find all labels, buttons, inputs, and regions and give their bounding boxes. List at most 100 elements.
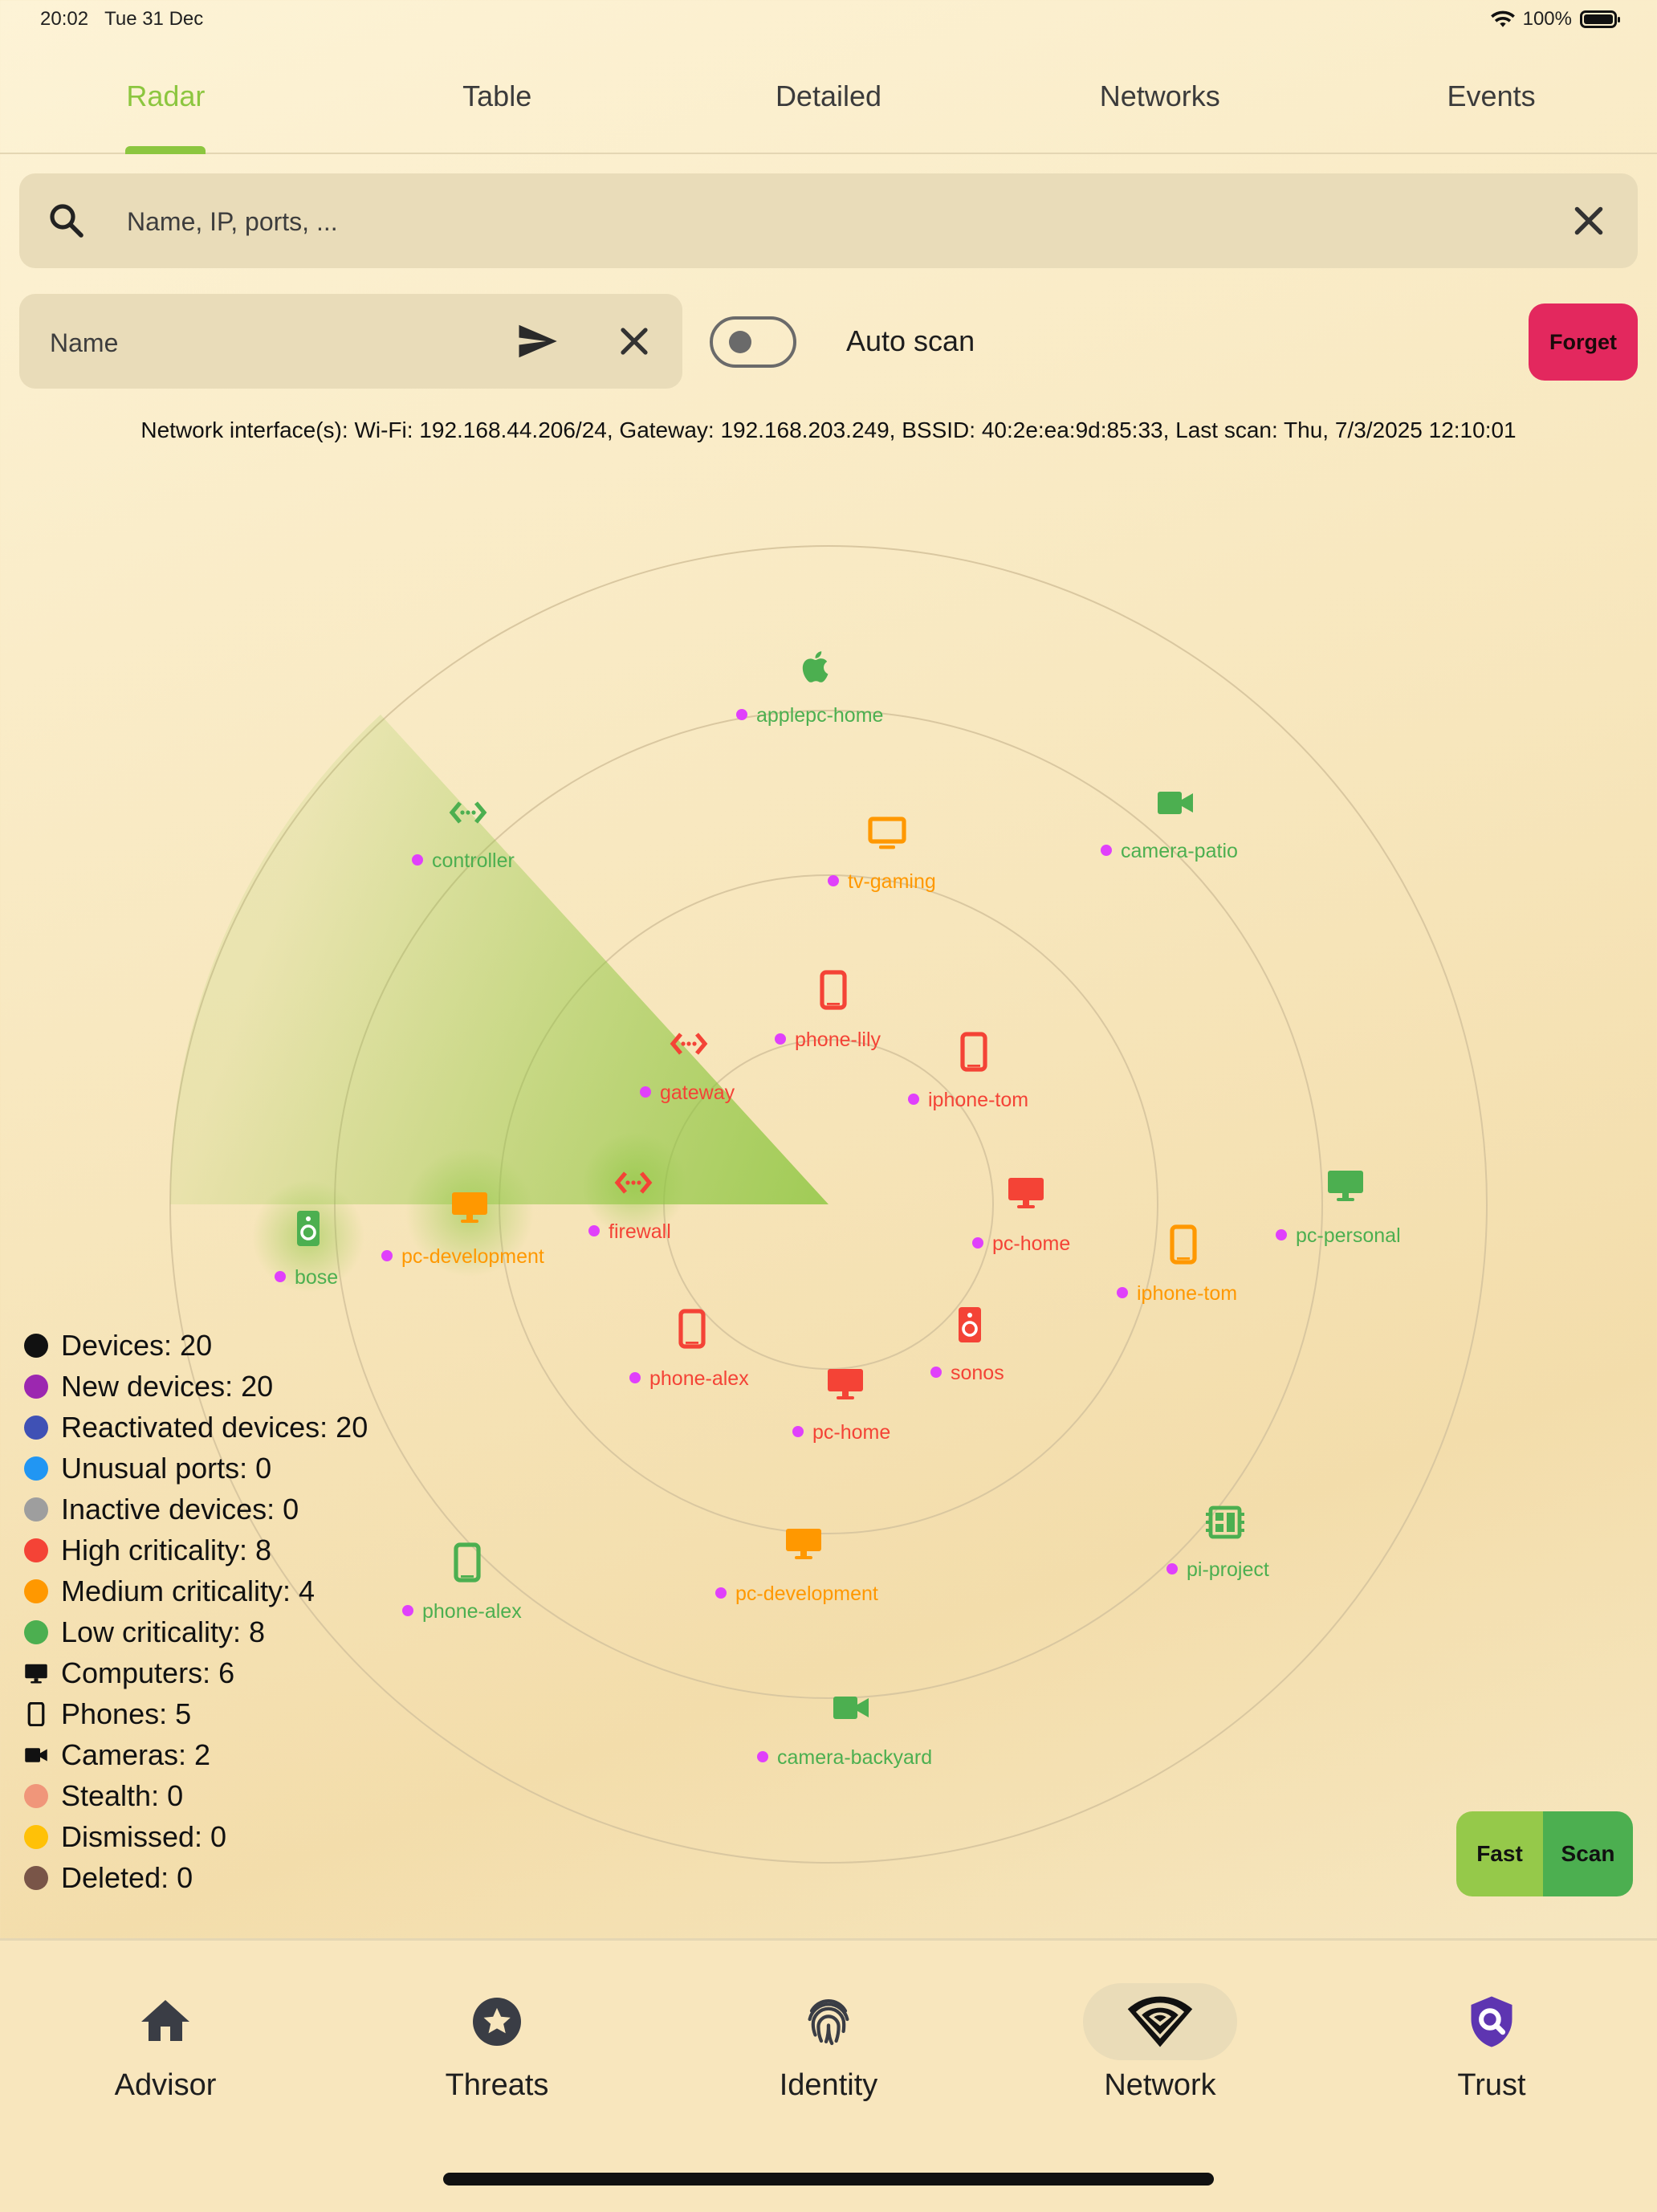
- nav-network[interactable]: Network: [1040, 1983, 1280, 2103]
- device-label: gateway: [660, 1082, 735, 1104]
- device-label: pc-personal: [1296, 1224, 1401, 1247]
- legend-item: Inactive devices: 0: [24, 1489, 368, 1530]
- shield-search-icon: [1471, 1996, 1512, 2047]
- legend-item: Devices: 20: [24, 1325, 368, 1366]
- nav-threats[interactable]: Threats: [377, 1983, 617, 2103]
- forget-button[interactable]: Forget: [1529, 303, 1638, 381]
- radar-sweep: [169, 715, 828, 1204]
- legend: Devices: 20 New devices: 20 Reactivated de…: [24, 1325, 368, 1898]
- nav-advisor[interactable]: Advisor: [45, 1983, 286, 2103]
- fast-scan-button[interactable]: Fast: [1456, 1811, 1543, 1896]
- radar-device-pc-home[interactable]: pc-home: [792, 1369, 890, 1444]
- scan-controls: Fast Scan: [1456, 1811, 1633, 1896]
- nav-label: Identity: [779, 2068, 878, 2102]
- wifi-icon: [1127, 1996, 1193, 2047]
- legend-item: Unusual ports: 0: [24, 1448, 368, 1489]
- computer-icon: [1008, 1178, 1044, 1208]
- legend-label: Dismissed: 0: [61, 1819, 227, 1853]
- phone-icon: [454, 1542, 481, 1583]
- nav-trust-pill: [1415, 1983, 1569, 2060]
- router-icon: [670, 1033, 708, 1055]
- legend-item: Phones: 5: [24, 1693, 368, 1734]
- camera-icon: [1158, 792, 1193, 814]
- auto-scan-toggle[interactable]: [710, 316, 796, 368]
- scan-button[interactable]: Scan: [1543, 1811, 1633, 1896]
- device-label: firewall: [609, 1220, 671, 1243]
- wifi-status-icon: [1490, 10, 1515, 27]
- new-device-marker: [275, 1271, 286, 1282]
- legend-dot: [24, 1333, 48, 1358]
- computer-icon: [786, 1529, 821, 1559]
- computer-icon: [24, 1661, 48, 1685]
- legend-dot: [24, 1579, 48, 1603]
- battery-icon: [1580, 10, 1620, 28]
- legend-label: Stealth: 0: [61, 1778, 184, 1812]
- send-icon[interactable]: [514, 320, 560, 363]
- clear-search-icon[interactable]: [1569, 201, 1609, 241]
- radar-device-gateway[interactable]: gateway: [640, 1033, 735, 1104]
- tab-table[interactable]: Table: [462, 79, 532, 112]
- search-input[interactable]: [125, 191, 1493, 252]
- device-label: controller: [432, 849, 515, 872]
- legend-dot: [24, 1497, 48, 1522]
- radar-device-pc-personal[interactable]: pc-personal: [1276, 1171, 1401, 1247]
- radar-device-applepc-home[interactable]: applepc-home: [736, 651, 883, 727]
- new-device-marker: [908, 1094, 919, 1105]
- legend-item: Medium criticality: 4: [24, 1570, 368, 1611]
- legend-item: Cameras: 2: [24, 1734, 368, 1775]
- tab-radar[interactable]: Radar: [0, 48, 332, 153]
- nav-trust[interactable]: Trust: [1371, 1983, 1612, 2103]
- radar-device-controller[interactable]: controller: [412, 801, 515, 872]
- tab-detailed[interactable]: Detailed: [775, 79, 882, 112]
- legend-dot: [24, 1374, 48, 1399]
- radar-device-pi-project[interactable]: pi-project: [1166, 1505, 1269, 1581]
- network-info: Network interface(s): Wi-Fi: 192.168.44.…: [140, 418, 1517, 442]
- radar-device-pc-development[interactable]: pc-development: [715, 1529, 878, 1605]
- radar-device-camera-patio[interactable]: camera-patio: [1101, 792, 1238, 862]
- computer-icon: [452, 1192, 487, 1223]
- router-icon: [614, 1171, 653, 1194]
- radar-device-firewall[interactable]: firewall: [588, 1171, 671, 1243]
- nav-threats-pill: [420, 1983, 574, 2060]
- radar-device-camera-backyard[interactable]: camera-backyard: [757, 1697, 932, 1769]
- star-badge-icon: [473, 1998, 521, 2046]
- new-device-marker: [402, 1605, 413, 1616]
- radar-view: applepc-home controller camera-patio tv-gam…: [169, 545, 1488, 1864]
- clear-name-icon[interactable]: [615, 322, 653, 361]
- tab-events[interactable]: Events: [1447, 79, 1536, 112]
- radar-device-tv-gaming[interactable]: tv-gaming: [828, 817, 936, 893]
- radar-device-phone-lily[interactable]: phone-lily: [775, 970, 881, 1051]
- device-label: phone-alex: [649, 1367, 749, 1390]
- legend-label: Unusual ports: 0: [61, 1451, 272, 1485]
- nav-label: Network: [1104, 2068, 1216, 2102]
- radar-device-phone-alex[interactable]: phone-alex: [629, 1309, 749, 1390]
- radar-device-iphone-tom[interactable]: iphone-tom: [1117, 1224, 1237, 1305]
- new-device-marker: [412, 854, 423, 866]
- phone-icon: [1170, 1224, 1197, 1265]
- radar-device-sonos[interactable]: sonos: [930, 1307, 1004, 1384]
- legend-item: Computers: 6: [24, 1652, 368, 1693]
- device-label: camera-backyard: [777, 1746, 932, 1769]
- nav-identity[interactable]: Identity: [708, 1983, 949, 2103]
- tv-icon: [868, 817, 906, 849]
- search-icon: [50, 204, 83, 238]
- legend-label: Cameras: 2: [61, 1737, 211, 1771]
- legend-label: Computers: 6: [61, 1656, 235, 1689]
- radar-device-phone-alex[interactable]: phone-alex: [402, 1542, 522, 1623]
- radar-device-pc-development[interactable]: pc-development: [381, 1192, 544, 1268]
- phone-icon: [960, 1032, 987, 1072]
- tab-networks[interactable]: Networks: [1099, 79, 1220, 112]
- radar-device-pc-home[interactable]: pc-home: [972, 1178, 1070, 1255]
- name-input[interactable]: [48, 316, 469, 369]
- nav-label: Advisor: [114, 2068, 217, 2102]
- device-label: pc-home: [812, 1421, 890, 1444]
- radar-device-bose[interactable]: bose: [275, 1211, 338, 1289]
- camera-icon: [24, 1743, 48, 1767]
- computer-icon: [828, 1369, 863, 1399]
- device-label: phone-alex: [422, 1600, 522, 1623]
- legend-item: High criticality: 8: [24, 1530, 368, 1570]
- camera-icon: [833, 1697, 869, 1719]
- radar-device-iphone-tom[interactable]: iphone-tom: [908, 1032, 1028, 1111]
- device-label: applepc-home: [756, 704, 883, 727]
- nav-label: Threats: [445, 2068, 549, 2102]
